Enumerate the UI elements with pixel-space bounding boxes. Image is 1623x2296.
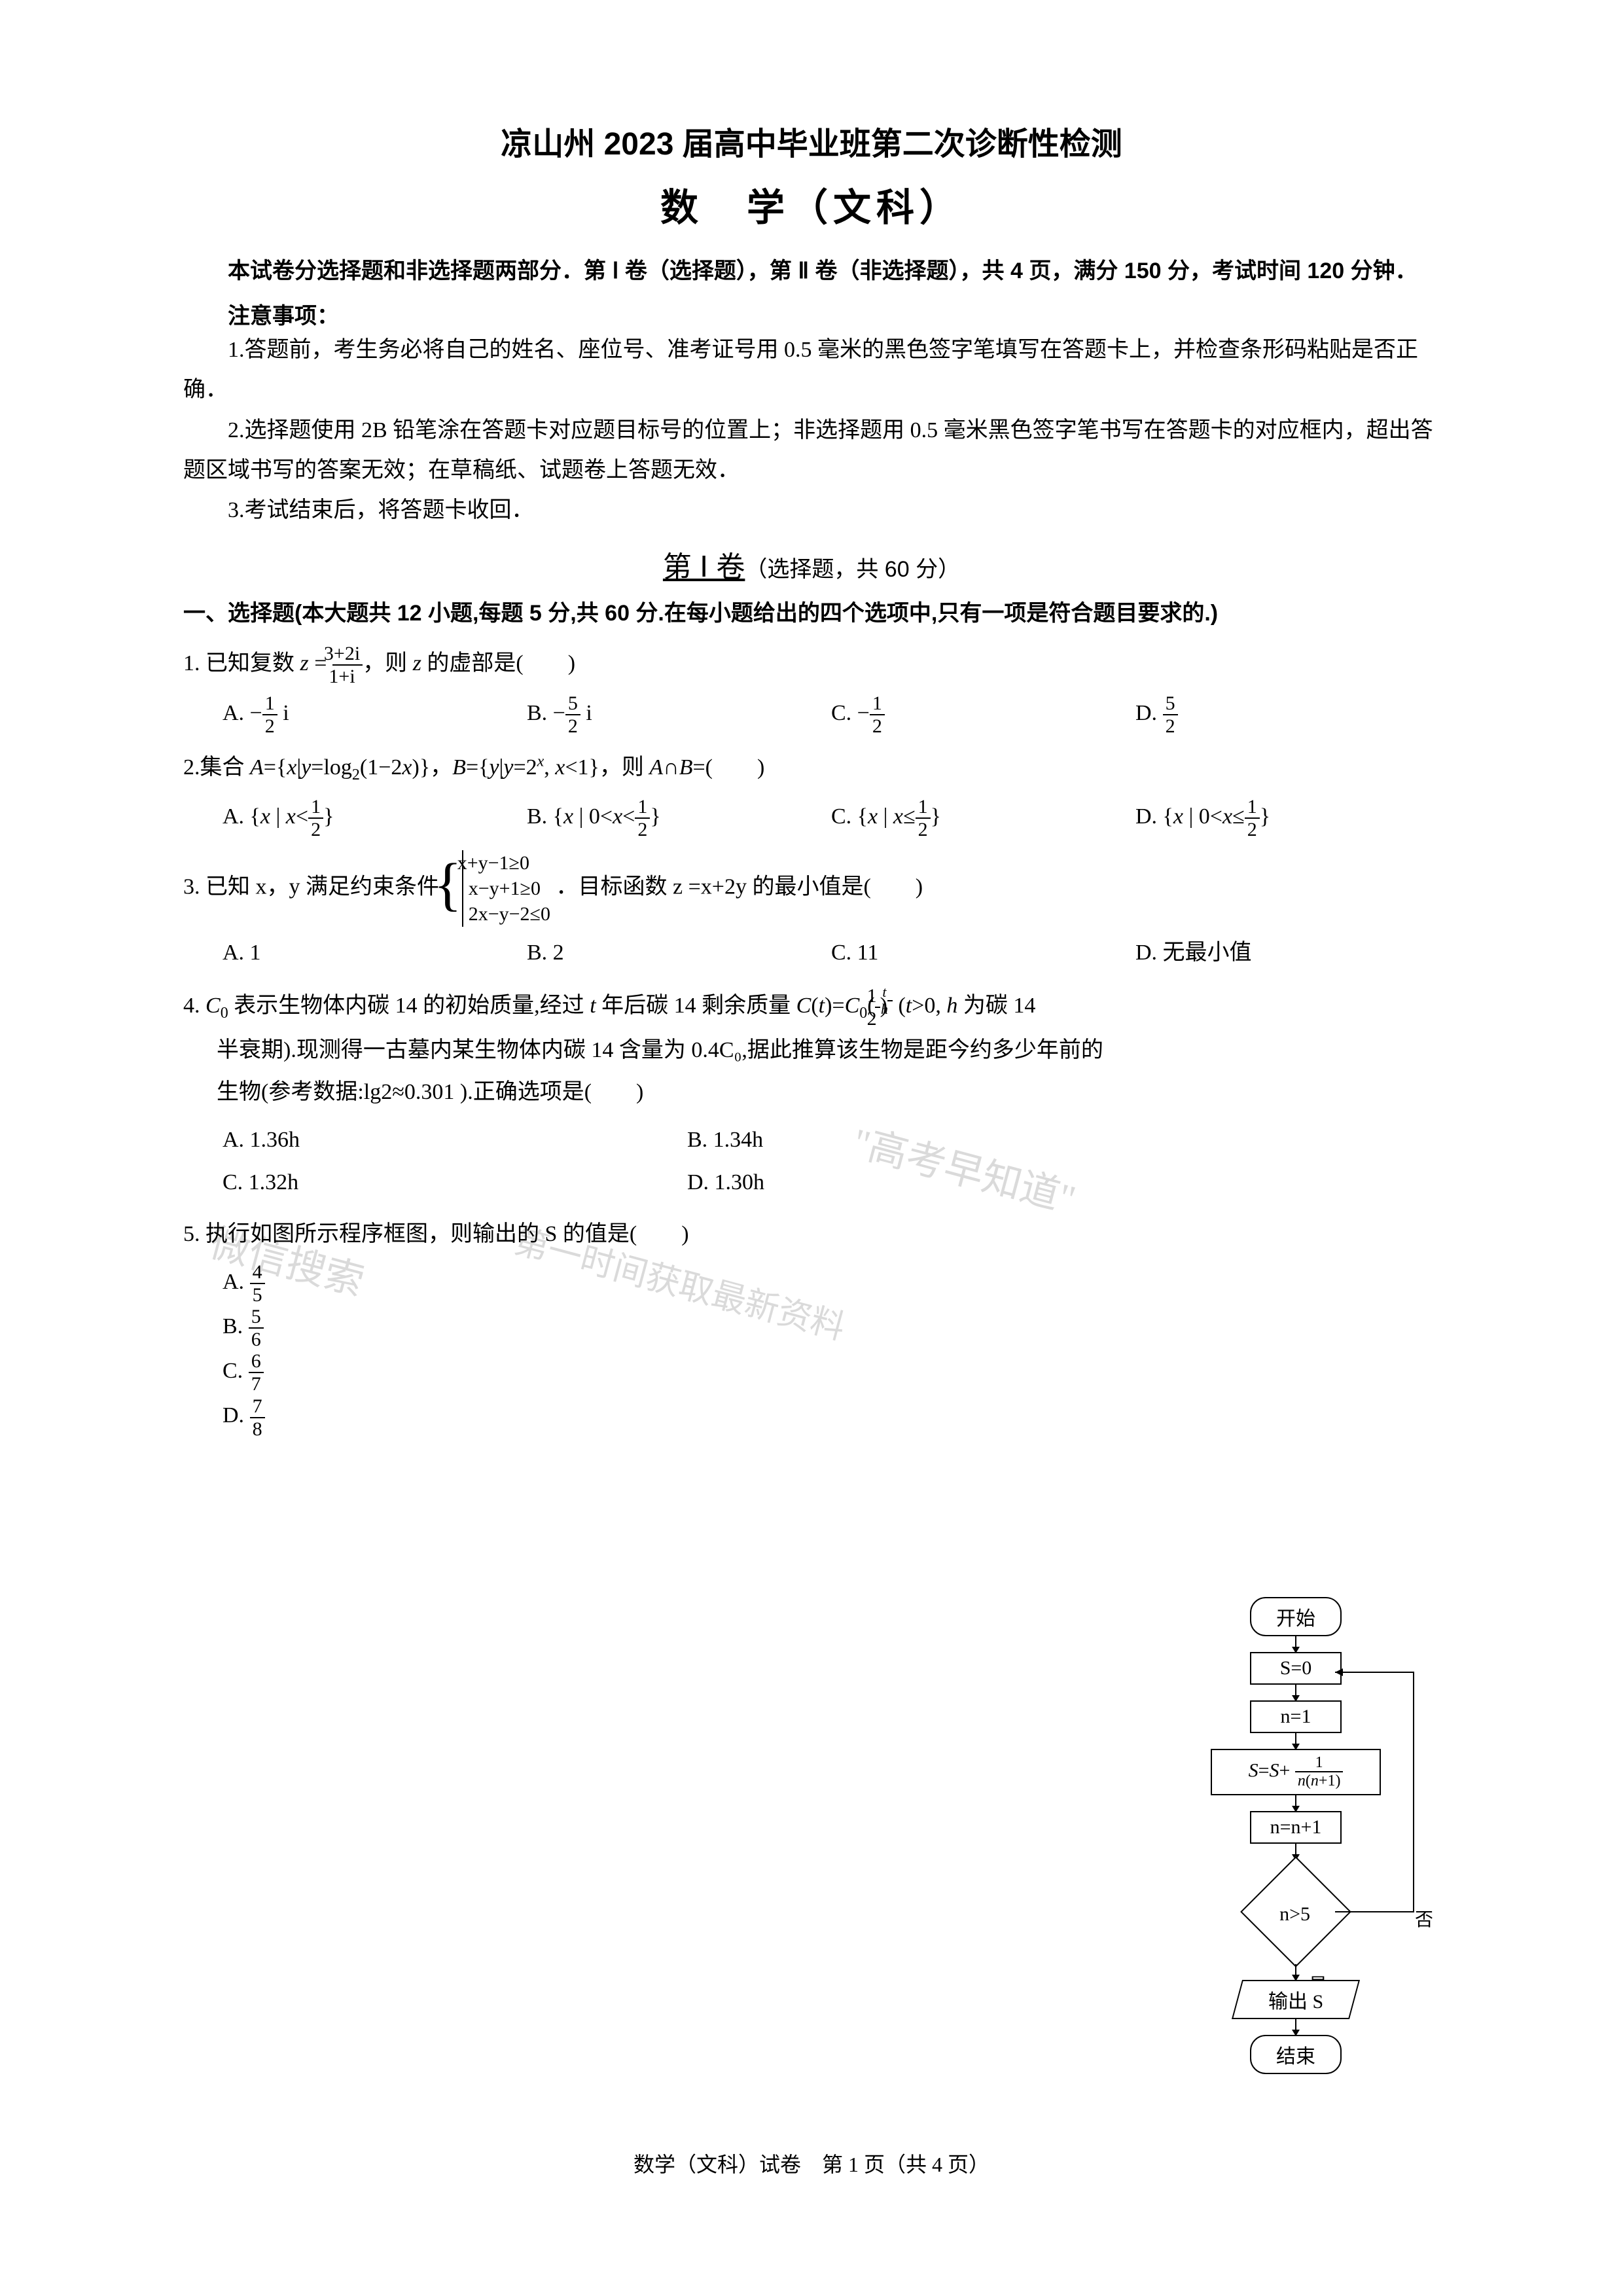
- section-1-small: （选择题，共 60 分）: [745, 557, 960, 582]
- fc-nn: n=n+1: [1250, 1811, 1342, 1844]
- fc-output: 输出 S: [1232, 1980, 1360, 2019]
- q1-option-a: A. −12 i: [223, 692, 527, 737]
- question-3-text: 3. 已知 x，y 满足约束条件 { x+y−1≥0 x−y+1≥0 2x−y−…: [183, 850, 1440, 927]
- question-4-text-2: 半衰期).现测得一古墓内某生物体内碳 14 含量为 0.4C₀,据此推算该生物是…: [183, 1030, 1152, 1072]
- q1-option-d: D. 52: [1135, 692, 1440, 737]
- q5-option-c: C. 67: [223, 1350, 1152, 1395]
- notice-item-3: 3.考试结束后，将答题卡收回．: [183, 490, 1440, 530]
- fc-start: 开始: [1250, 1597, 1342, 1636]
- fc-n1: n=1: [1250, 1700, 1342, 1733]
- question-4-text-3: 生物(参考数据:lg2≈0.301 ).正确选项是( ): [183, 1071, 1152, 1114]
- q2-option-a: A. {x | x<12}: [223, 796, 527, 840]
- part-1-title: 一、选择题(本大题共 12 小题,每题 5 分,共 60 分.在每小题给出的四个…: [183, 595, 1440, 633]
- question-4-text-1: 4. C0 表示生物体内碳 14 的初始质量,经过 t 年后碳 14 剩余质量 …: [183, 984, 1152, 1030]
- section-1-big: 第 Ⅰ 卷: [663, 551, 745, 583]
- flowchart: 开始 S=0 n=1 S=S+ 1n(n+1) n=n+1 n>5 否 是 输出…: [1165, 1597, 1427, 2074]
- question-1-text: 1. 已知复数 z = 3+2i1+i，则 z 的虚部是( ): [183, 643, 1440, 687]
- question-2-text: 2.集合 A={x|y=log2(1−2x)}，B={y|y=2x, x<1}，…: [183, 747, 1440, 790]
- q5-option-a: A. 45: [223, 1261, 1152, 1306]
- question-1: 1. 已知复数 z = 3+2i1+i，则 z 的虚部是( ) A. −12 i…: [183, 643, 1440, 737]
- question-5: 5. 执行如图所示程序框图，则输出的 S 的值是( ) A. 45 B. 56 …: [183, 1213, 1440, 1439]
- page-footer: 数学（文科）试卷 第 1 页（共 4 页）: [0, 2148, 1623, 2178]
- notice-title: 注意事项：: [183, 298, 1440, 330]
- q2-option-d: D. {x | 0<x≤12}: [1135, 796, 1440, 840]
- question-4: 4. C0 表示生物体内碳 14 的初始质量,经过 t 年后碳 14 剩余质量 …: [183, 984, 1440, 1204]
- question-3: 3. 已知 x，y 满足约束条件 { x+y−1≥0 x−y+1≥0 2x−y−…: [183, 850, 1440, 975]
- fc-end: 结束: [1250, 2035, 1342, 2074]
- question-5-text: 5. 执行如图所示程序框图，则输出的 S 的值是( ): [183, 1213, 1152, 1256]
- fc-s0: S=0: [1250, 1652, 1342, 1685]
- q3-option-b: B. 2: [527, 932, 831, 975]
- q3-option-d: D. 无最小值: [1135, 932, 1440, 975]
- q1-option-c: C. −12: [831, 692, 1135, 737]
- notice-item-1: 1.答题前，考生务必将自己的姓名、座位号、准考证号用 0.5 毫米的黑色签字笔填…: [183, 330, 1440, 410]
- q1-option-b: B. −52 i: [527, 692, 831, 737]
- q3-option-a: A. 1: [223, 932, 527, 975]
- q5-option-d: D. 78: [223, 1395, 1152, 1439]
- q5-option-b: B. 56: [223, 1306, 1152, 1350]
- q4-option-b: B. 1.34h: [687, 1119, 1152, 1162]
- q4-option-c: C. 1.32h: [223, 1162, 687, 1204]
- fc-loop-line: [1335, 1666, 1427, 1928]
- notice-item-2: 2.选择题使用 2B 铅笔涂在答题卡对应题目标号的位置上；非选择题用 0.5 毫…: [183, 410, 1440, 490]
- q3-option-c: C. 11: [831, 932, 1135, 975]
- q2-option-b: B. {x | 0<x<12}: [527, 796, 831, 840]
- q2-option-c: C. {x | x≤12}: [831, 796, 1135, 840]
- exam-title: 凉山州 2023 届高中毕业班第二次诊断性检测: [183, 118, 1440, 164]
- question-2: 2.集合 A={x|y=log2(1−2x)}，B={y|y=2x, x<1}，…: [183, 747, 1440, 840]
- q4-option-a: A. 1.36h: [223, 1119, 687, 1162]
- subject-title: 数 学（文科）: [183, 177, 1440, 232]
- exam-intro: 本试卷分选择题和非选择题两部分．第 Ⅰ 卷（选择题），第 Ⅱ 卷（非选择题），共…: [183, 251, 1440, 291]
- section-1-title: 第 Ⅰ 卷（选择题，共 60 分）: [183, 543, 1440, 585]
- q4-option-d: D. 1.30h: [687, 1162, 1152, 1204]
